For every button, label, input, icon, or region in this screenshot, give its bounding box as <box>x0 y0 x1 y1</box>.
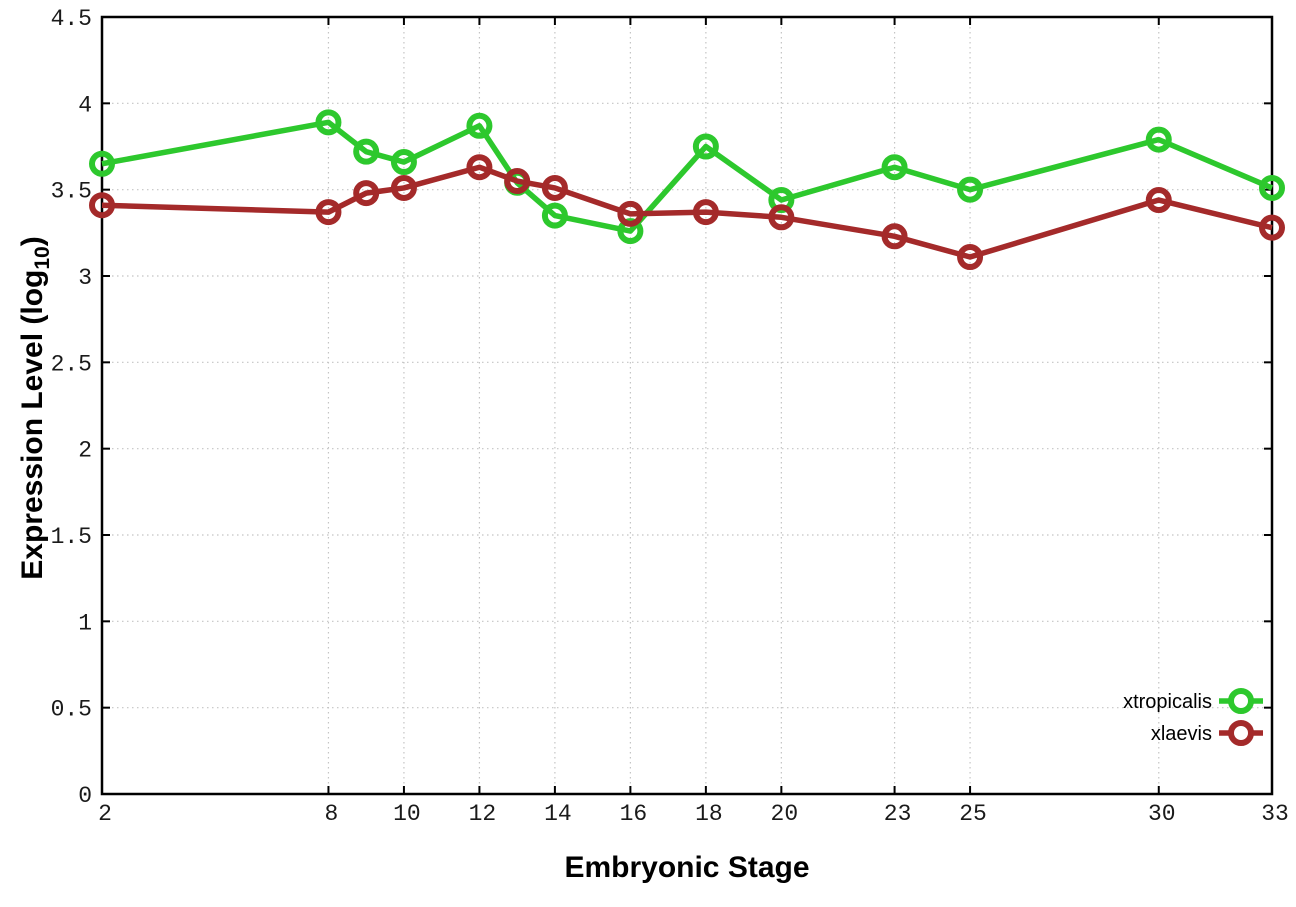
x-tick-label-30: 30 <box>1148 801 1176 827</box>
series-line-xtropicalis <box>101 119 1274 234</box>
x-tick-label-18: 18 <box>695 801 723 827</box>
y-tick-label-2.5: 2.5 <box>51 351 92 377</box>
y-tick-label-3: 3 <box>78 265 92 291</box>
series-layer <box>89 109 1285 271</box>
y-tick-label-0: 0 <box>78 783 92 809</box>
data-point-xlaevis-33 <box>1259 214 1285 241</box>
data-point-xtropicalis-9 <box>353 138 380 165</box>
series-xlaevis <box>89 154 1285 271</box>
y-tick-label-3.5: 3.5 <box>51 179 92 205</box>
data-point-xlaevis-20 <box>768 204 795 231</box>
x-tick-label-2: 2 <box>98 801 112 827</box>
data-point-xlaevis-12 <box>466 154 493 181</box>
plot-border-layer <box>100 15 1274 796</box>
y-axis-title: Expression Level (log10) <box>16 236 54 579</box>
data-point-xlaevis-14 <box>541 174 568 201</box>
x-tick-label-12: 12 <box>469 801 497 827</box>
plot-border <box>100 15 1274 796</box>
data-point-xlaevis-18 <box>692 199 719 226</box>
data-point-xlaevis-9 <box>353 180 380 207</box>
series-line-xlaevis <box>101 164 1273 260</box>
data-point-xtropicalis-30 <box>1145 126 1172 153</box>
data-point-xtropicalis-2 <box>89 150 115 177</box>
y-tick-label-4.5: 4.5 <box>51 6 92 32</box>
y-tick-label-1: 1 <box>78 610 92 636</box>
data-point-xlaevis-23 <box>881 223 908 250</box>
x-axis-title: Embryonic Stage <box>564 851 809 884</box>
legend-label-xlaevis: xlaevis <box>1151 723 1212 745</box>
y-tick-label-4: 4 <box>78 92 92 118</box>
data-point-xlaevis-25 <box>957 244 984 271</box>
data-point-xlaevis-2 <box>89 192 115 219</box>
x-tick-label-20: 20 <box>771 801 799 827</box>
y-tick-label-0.5: 0.5 <box>51 697 92 723</box>
data-point-xlaevis-30 <box>1145 187 1172 214</box>
data-point-xlaevis-8 <box>315 199 342 226</box>
series-xtropicalis <box>89 109 1285 245</box>
x-tick-label-10: 10 <box>393 801 421 827</box>
x-tick-label-8: 8 <box>325 801 339 827</box>
data-point-xlaevis-10 <box>390 174 417 201</box>
data-point-xtropicalis-33 <box>1259 174 1285 201</box>
data-point-xtropicalis-18 <box>692 133 719 160</box>
legend-item-xtropicalis: xtropicalis <box>1123 688 1263 714</box>
legend-sample-marker-xtropicalis <box>1228 688 1254 714</box>
data-point-xtropicalis-14 <box>541 202 568 229</box>
data-point-xtropicalis-10 <box>390 149 417 176</box>
legend: xtropicalis xlaevis <box>1123 688 1263 746</box>
legend-item-xlaevis: xlaevis <box>1151 720 1263 746</box>
legend-sample-marker-xlaevis <box>1228 720 1254 746</box>
tick-label-layer: 2 8 10 12 14 16 18 20 23 25 30 33 0 0.5 1 1.5 2 2.5 3 3.5 4 4… <box>51 6 1289 827</box>
data-point-xlaevis-16 <box>617 200 644 227</box>
x-tick-label-23: 23 <box>884 801 912 827</box>
y-tick-label-1.5: 1.5 <box>51 524 92 550</box>
y-tick-label-2: 2 <box>78 438 92 464</box>
legend-label-xtropicalis: xtropicalis <box>1123 691 1212 713</box>
x-tick-label-33: 33 <box>1261 801 1289 827</box>
x-tick-label-16: 16 <box>620 801 648 827</box>
x-tick-label-25: 25 <box>959 801 987 827</box>
data-point-xtropicalis-8 <box>315 109 342 136</box>
data-point-xtropicalis-12 <box>466 112 493 139</box>
data-point-xlaevis-13 <box>504 168 531 195</box>
data-point-xtropicalis-23 <box>881 154 908 181</box>
data-point-xtropicalis-25 <box>957 176 984 203</box>
x-tick-label-14: 14 <box>544 801 572 827</box>
